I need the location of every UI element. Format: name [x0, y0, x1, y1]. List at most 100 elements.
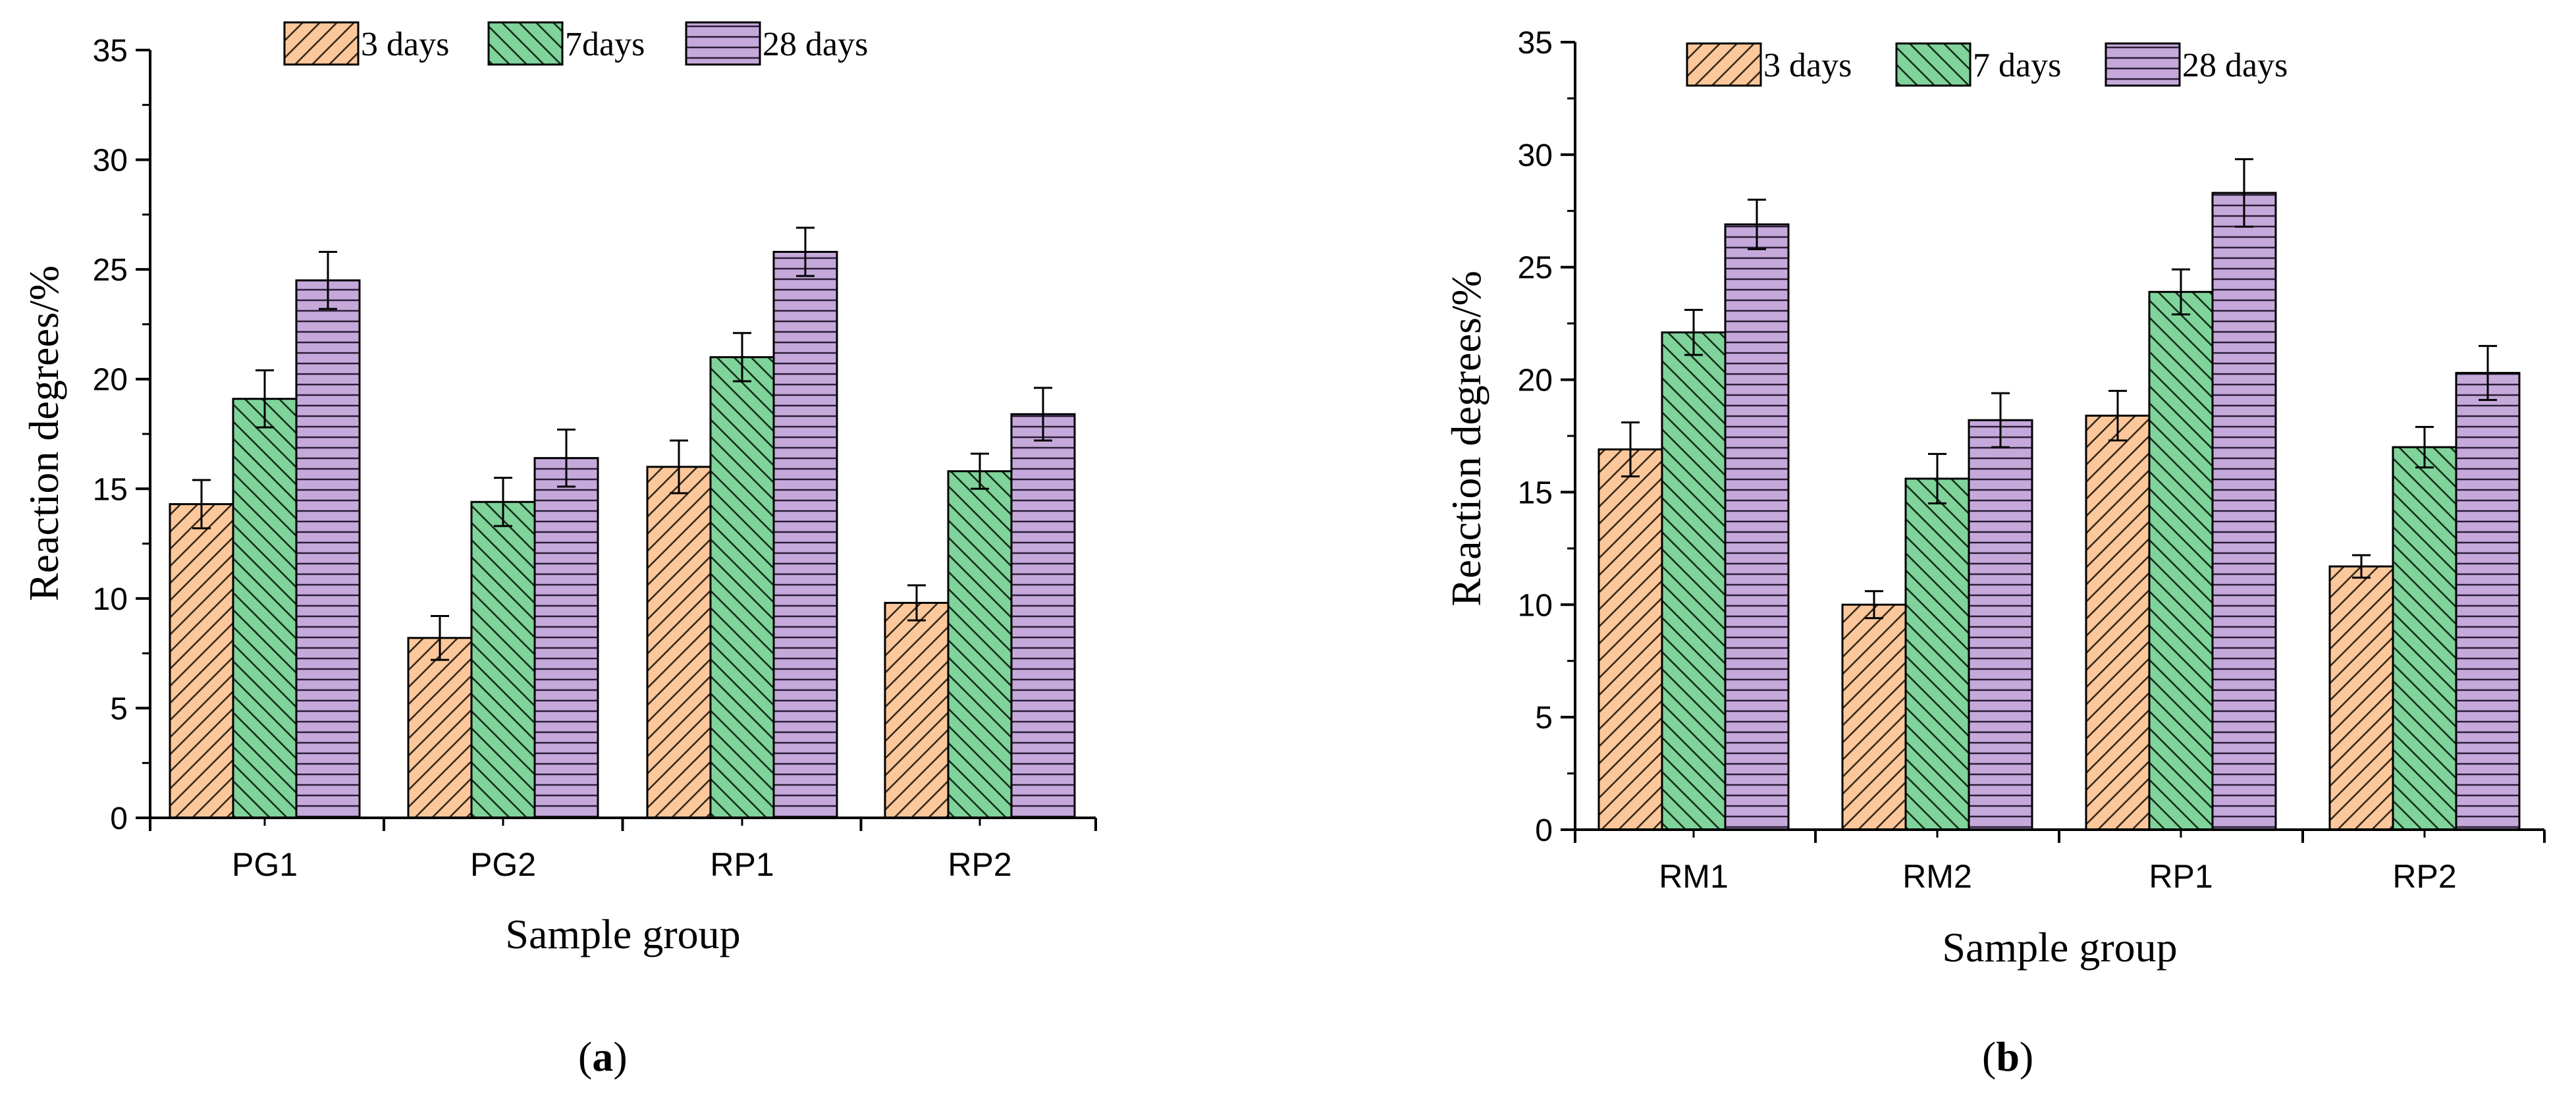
- legend-entry-3days: 3 days: [283, 21, 449, 66]
- bars-a: [169, 227, 1076, 819]
- legend-label: 7days: [565, 26, 645, 63]
- error-bar: [2235, 158, 2253, 228]
- error-bar: [733, 332, 751, 383]
- bar-rp1-28days: [772, 250, 838, 819]
- y-tick-label: 0: [110, 801, 128, 836]
- bar-pg1-28days: [295, 279, 361, 819]
- legend-entry-28days: 28 days: [685, 21, 868, 66]
- error-bar: [1865, 590, 1883, 620]
- bar-rp1-28days: [2211, 192, 2277, 831]
- y-axis-title-a: Reaction degrees/%: [20, 265, 67, 601]
- y-tick-label: 35: [1518, 26, 1553, 61]
- legend-label: 7 days: [1973, 47, 2061, 84]
- x-tick-label-rm1: RM1: [1659, 858, 1729, 895]
- bar-rp1-3days: [646, 466, 712, 819]
- x-tick-label-rm2: RM2: [1902, 858, 1972, 895]
- y-tick-label: 5: [110, 691, 128, 726]
- x-tick-label-rp2: RP2: [2392, 858, 2456, 895]
- bar-pg2-3days: [407, 637, 473, 819]
- panel-label-b-letter: b: [1996, 1033, 2020, 1080]
- y-axis-title-b: Reaction degrees/%: [1443, 271, 1489, 606]
- legend-swatch: [2105, 42, 2181, 87]
- y-tick-label: 10: [93, 582, 128, 617]
- y-tick-label: 25: [93, 253, 128, 288]
- bar-rp2-28days: [2455, 371, 2521, 831]
- error-bar: [431, 615, 449, 661]
- y-tick-label: 10: [1518, 588, 1553, 623]
- y-tick-label: 15: [1518, 475, 1553, 510]
- chart-panel-b: 3 days 7 days 28 days 0 5 10 15 20 25 30 35 RM1 RM2…: [1443, 26, 2546, 1080]
- x-axis-title-b: Sample group: [1942, 924, 2177, 971]
- panel-label-b: (b): [1982, 1033, 2033, 1080]
- error-bar: [2172, 268, 2190, 315]
- legend-swatch: [685, 21, 761, 66]
- error-bar: [2352, 554, 2371, 579]
- bar-rp2-7days: [2392, 446, 2457, 831]
- error-bar: [1034, 387, 1052, 442]
- bar-rp2-28days: [1010, 413, 1076, 819]
- bar-rm2-7days: [1904, 477, 1970, 831]
- y-tick-label: 5: [1535, 701, 1553, 736]
- y-tick-label: 20: [93, 363, 128, 398]
- bar-pg1-7days: [232, 398, 298, 819]
- axes-b: 0 5 10 15 20 25 30 35 RM1 RM2 RP1 RP2: [1518, 26, 2546, 895]
- bar-rp1-7days: [2148, 290, 2214, 831]
- legend-label: 28 days: [763, 26, 868, 63]
- y-tick-label: 30: [1518, 138, 1553, 173]
- bar-pg2-28days: [533, 457, 599, 819]
- bars-b: [1597, 158, 2521, 831]
- legend-label: 3 days: [1763, 47, 1852, 84]
- bar-rp1-7days: [709, 356, 775, 819]
- legend-b: 3 days 7 days 28 days: [1686, 42, 2288, 87]
- panel-label-a-letter: a: [592, 1033, 613, 1080]
- legend-entry-3days: 3 days: [1686, 42, 1852, 87]
- error-bar: [1684, 309, 1703, 356]
- legend-a: 3 days 7days 28 days: [283, 21, 868, 66]
- legend-swatch: [283, 21, 360, 66]
- x-axis-title-a: Sample group: [505, 911, 740, 957]
- x-tick-label-rp2: RP2: [948, 846, 1011, 883]
- error-bar: [2479, 344, 2497, 401]
- error-bar: [557, 428, 576, 488]
- legend-entry-7days: 7 days: [1895, 42, 2061, 87]
- legend-label: 3 days: [361, 26, 449, 63]
- x-tick-label-rp1: RP1: [710, 846, 774, 883]
- error-bar: [796, 227, 815, 277]
- y-tick-label: 0: [1535, 813, 1553, 848]
- error-bar: [2415, 425, 2434, 469]
- error-bar: [255, 369, 274, 429]
- legend-label: 28 days: [2182, 47, 2288, 84]
- y-tick-label: 35: [93, 34, 128, 68]
- error-bar: [319, 250, 337, 310]
- bar-rm2-28days: [1968, 419, 2033, 831]
- bar-pg1-3days: [169, 503, 234, 819]
- bar-rp2-3days: [2328, 565, 2394, 831]
- bar-rp1-3days: [2085, 414, 2151, 831]
- error-bar: [1748, 198, 1766, 250]
- bar-rm1-28days: [1724, 223, 1790, 831]
- legend-entry-7days: 7days: [487, 21, 645, 66]
- axes-a: 0 5 10 15 20 25 30 35 PG1 PG2 RP1 RP2: [93, 34, 1097, 883]
- error-bar: [2108, 390, 2127, 442]
- bar-rm1-7days: [1661, 331, 1727, 831]
- panel-label-a: (a): [578, 1033, 628, 1080]
- bar-rm2-3days: [1841, 603, 1907, 831]
- error-bar: [494, 477, 512, 527]
- chart-panel-a: 3 days 7days 28 days 0 5 10 15 20 25 30 35 PG1 PG2 R…: [20, 21, 1097, 1080]
- bar-rp2-3days: [884, 602, 950, 819]
- error-bar: [1621, 421, 1640, 478]
- y-tick-label: 30: [93, 144, 128, 178]
- legend-swatch: [1686, 42, 1762, 87]
- x-tick-label-pg1: PG1: [232, 846, 298, 883]
- y-tick-label: 25: [1518, 251, 1553, 286]
- error-bar: [971, 452, 989, 490]
- bar-rp2-7days: [947, 470, 1013, 819]
- error-bar: [1928, 452, 1946, 505]
- error-bar: [192, 479, 211, 529]
- legend-swatch: [1895, 42, 1972, 87]
- error-bar: [670, 439, 688, 495]
- y-tick-label: 20: [1518, 363, 1553, 398]
- x-tick-label-rp1: RP1: [2149, 858, 2213, 895]
- error-bar: [907, 584, 926, 622]
